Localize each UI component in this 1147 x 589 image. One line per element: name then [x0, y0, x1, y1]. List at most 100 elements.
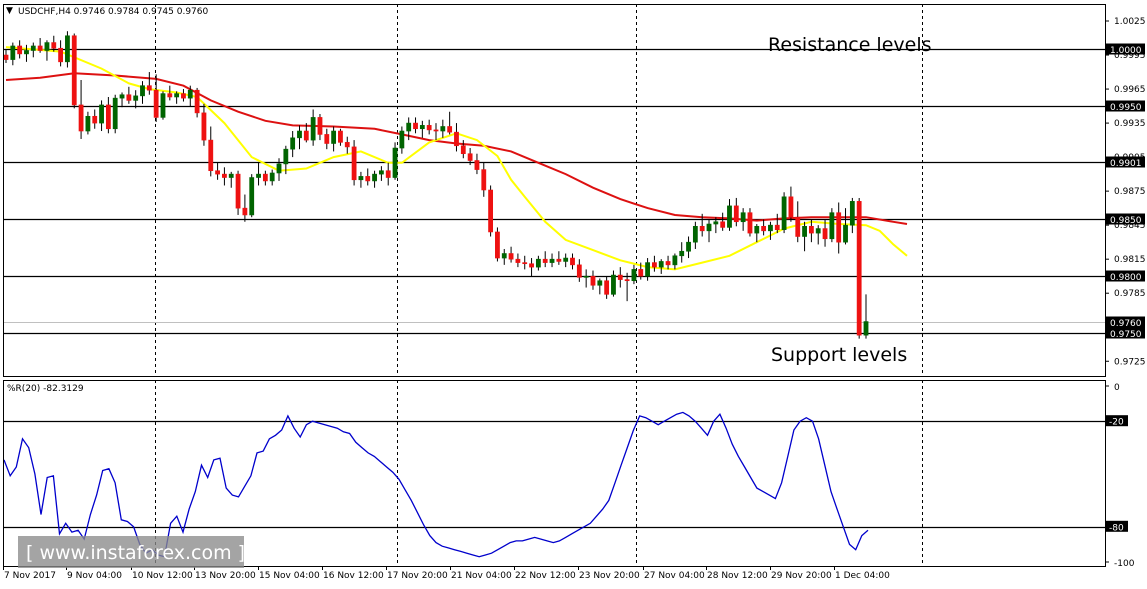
dropdown-icon[interactable]: ▼: [6, 6, 13, 16]
candle-body-7: [51, 42, 57, 49]
indicator-panel-frame: [3, 380, 1106, 567]
candle-body-75: [515, 258, 521, 263]
level-box-3: [1106, 213, 1145, 225]
candle-body-0: [3, 54, 9, 60]
candle-body-42: [290, 137, 296, 150]
candle-109: [747, 208, 753, 237]
candle-body-70: [481, 169, 487, 191]
candle-71: [488, 185, 494, 237]
candle-body-31: [215, 170, 220, 175]
candle-45: [310, 109, 316, 146]
candle-body-36: [249, 177, 255, 216]
candle-body-12: [85, 115, 91, 132]
candle-body-34: [235, 173, 241, 209]
candle-body-60: [413, 122, 418, 130]
candle-5: [37, 38, 43, 53]
candle-body-116: [795, 216, 801, 237]
xtick-label-3: 13 Nov 20:00: [195, 571, 256, 581]
xtick-label-7: 21 Nov 04:00: [451, 571, 512, 581]
candle-body-55: [378, 170, 384, 175]
candle-body-65: [447, 126, 453, 133]
level-label-0: 1.0000: [1110, 46, 1142, 56]
candle-body-73: [501, 253, 507, 259]
candle-body-64: [440, 126, 446, 132]
candle-35: [242, 194, 248, 222]
candle-84: [576, 259, 582, 282]
annotation-resistance: Resistance levels: [768, 34, 932, 56]
candle-52: [358, 171, 364, 188]
candle-body-102: [699, 225, 705, 232]
candle-body-94: [645, 262, 650, 277]
candle-76: [522, 255, 528, 270]
candle-21: [146, 72, 152, 95]
candle-body-54: [372, 173, 377, 182]
xtick-label-5: 16 Nov 12:00: [323, 571, 384, 581]
candle-body-93: [638, 269, 644, 277]
candle-40: [276, 158, 282, 181]
candle-70: [481, 162, 487, 197]
candle-body-56: [385, 170, 391, 178]
candle-body-35: [242, 207, 248, 216]
candle-body-1: [10, 45, 16, 60]
candle-body-90: [617, 274, 623, 280]
candle-81: [556, 251, 562, 265]
candle-69: [474, 153, 480, 175]
candle-body-2: [17, 45, 23, 55]
moving-averages: [5, 46, 908, 271]
ytick-label-1: 0.9995: [1114, 51, 1146, 61]
candle-body-29: [201, 112, 207, 141]
price-level-lines: [3, 48, 1105, 335]
candle-1: [10, 42, 16, 66]
ytick-label-0: 1.0025: [1114, 17, 1146, 27]
ytick-label-8: 0.9785: [1114, 289, 1146, 299]
candle-body-74: [508, 253, 514, 260]
candle-88: [604, 276, 610, 299]
wpr-line: [3, 411, 869, 558]
candle-body-82: [563, 257, 569, 262]
candle-body-27: [187, 89, 193, 99]
candle-30: [208, 126, 214, 177]
chart-title: USDCHF,H4 0.9746 0.9784 0.9745 0.9760: [18, 7, 208, 17]
wpr-tick-label-1: -20: [1109, 418, 1124, 428]
candle-body-68: [467, 153, 473, 161]
candle-body-96: [658, 261, 664, 268]
candle-body-111: [761, 225, 767, 232]
candle-body-48: [331, 130, 337, 144]
candle-body-112: [768, 224, 773, 232]
indicator-title: %R(20) -82.3129: [7, 384, 84, 394]
current-price-label: 0.9760: [1110, 319, 1142, 329]
candle-body-87: [597, 280, 603, 286]
candle-body-26: [181, 93, 186, 99]
candle-body-63: [433, 129, 439, 132]
candle-55: [378, 166, 384, 181]
candle-51: [351, 140, 357, 186]
level-label-4: 0.9800: [1110, 273, 1142, 283]
candle-12: [85, 111, 91, 135]
candle-body-44: [303, 130, 309, 141]
candle-body-8: [58, 47, 64, 63]
annotation-support: Support levels: [771, 344, 907, 366]
candle-63: [433, 123, 439, 141]
xtick-label-2: 10 Nov 12:00: [132, 571, 193, 581]
xtick-label-9: 23 Nov 20:00: [579, 571, 640, 581]
candle-body-72: [495, 231, 500, 259]
candle-65: [447, 111, 453, 135]
candle-body-81: [556, 258, 562, 262]
candle-body-124: [849, 201, 855, 226]
candle-body-113: [774, 224, 780, 230]
candle-58: [399, 126, 405, 154]
level-label-3: 0.9850: [1110, 216, 1142, 226]
level-label-1: 0.9950: [1110, 103, 1142, 113]
candle-body-21: [146, 85, 152, 91]
candle-body-95: [652, 262, 657, 268]
xtick-label-1: 9 Nov 04:00: [67, 571, 122, 581]
level-box-1: [1106, 100, 1145, 112]
candle-14: [99, 100, 104, 132]
candle-91: [624, 272, 630, 302]
watermark-background: [18, 536, 244, 568]
candle-body-47: [324, 134, 330, 144]
wpr-tick-box-1: [1106, 415, 1128, 427]
candle-24: [167, 85, 173, 101]
candle-body-119: [815, 228, 821, 234]
candle-89: [611, 270, 616, 297]
